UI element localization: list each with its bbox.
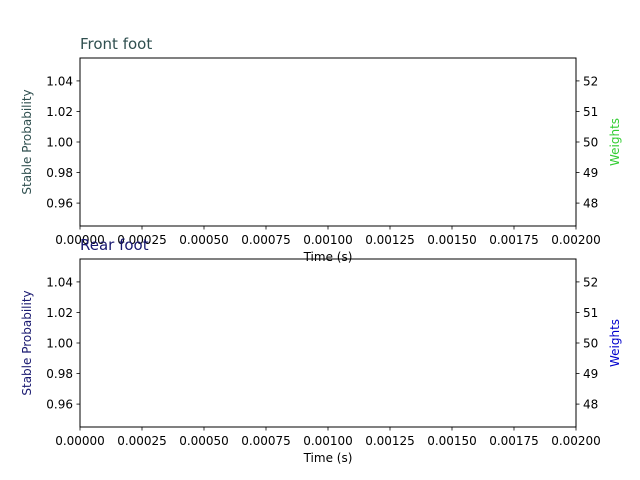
y-right-tick-label: 48	[583, 398, 598, 412]
y-left-tick-label: 0.96	[46, 398, 73, 412]
x-tick-label: 0.00150	[427, 233, 477, 247]
y-left-tick-label: 1.00	[46, 337, 73, 351]
subplot-title: Rear foot	[80, 236, 149, 254]
x-tick-label: 0.00175	[489, 233, 539, 247]
y-right-tick-label: 50	[583, 337, 598, 351]
y-left-axis-label: Stable Probability	[20, 290, 34, 395]
y-left-tick-label: 1.02	[46, 306, 73, 320]
x-tick-label: 0.00100	[303, 434, 353, 448]
chart-layer: 0.00000 0.00025 0.00050 0.00075 0.00100 0.001…	[20, 35, 622, 465]
y-right-tick-label: 50	[583, 136, 598, 150]
x-tick-label: 0.00050	[179, 434, 229, 448]
y-right-tick-label: 52	[583, 275, 598, 289]
y-right-axis-label: Weights	[608, 118, 622, 166]
y-right-tick-label: 48	[583, 197, 598, 211]
y-right-tick-label: 49	[583, 166, 598, 180]
y-right-tick-label: 51	[583, 105, 598, 119]
x-tick-label: 0.00025	[117, 233, 167, 247]
y-left-tick-label: 0.96	[46, 197, 73, 211]
x-tick-label: 0.00000	[55, 434, 105, 448]
x-tick-label: 0.00200	[551, 233, 601, 247]
x-tick-label: 0.00075	[241, 233, 291, 247]
y-left-axis-label: Stable Probability	[20, 89, 34, 194]
y-right-tick-label: 52	[583, 74, 598, 88]
y-left-tick-label: 0.98	[46, 367, 73, 381]
y-right-tick-label: 51	[583, 306, 598, 320]
x-tick-label: 0.00025	[117, 434, 167, 448]
x-tick-label: 0.00200	[551, 434, 601, 448]
subplot-front-foot: 0.00000 0.00025 0.00050 0.00075 0.00100 0.001…	[20, 35, 622, 264]
y-left-tick-label: 1.02	[46, 105, 73, 119]
subplot-title: Front foot	[80, 35, 152, 53]
x-tick-label: 0.00000	[55, 233, 105, 247]
x-tick-label: 0.00175	[489, 434, 539, 448]
y-right-tick-label: 49	[583, 367, 598, 381]
y-left-tick-label: 1.00	[46, 136, 73, 150]
x-tick-label: 0.00050	[179, 233, 229, 247]
subplot-rear-foot: 0.00000 0.00025 0.00050 0.00075 0.00100 0.001…	[20, 236, 622, 465]
y-right-axis-label: Weights	[608, 319, 622, 367]
y-left-tick-label: 1.04	[46, 74, 73, 88]
x-axis-label: Time (s)	[303, 250, 353, 264]
x-tick-label: 0.00125	[365, 434, 415, 448]
x-axis-label: Time (s)	[303, 451, 353, 465]
y-left-tick-label: 1.04	[46, 275, 73, 289]
y-left-tick-label: 0.98	[46, 166, 73, 180]
x-tick-label: 0.00125	[365, 233, 415, 247]
x-tick-label: 0.00100	[303, 233, 353, 247]
x-tick-label: 0.00075	[241, 434, 291, 448]
x-tick-label: 0.00150	[427, 434, 477, 448]
